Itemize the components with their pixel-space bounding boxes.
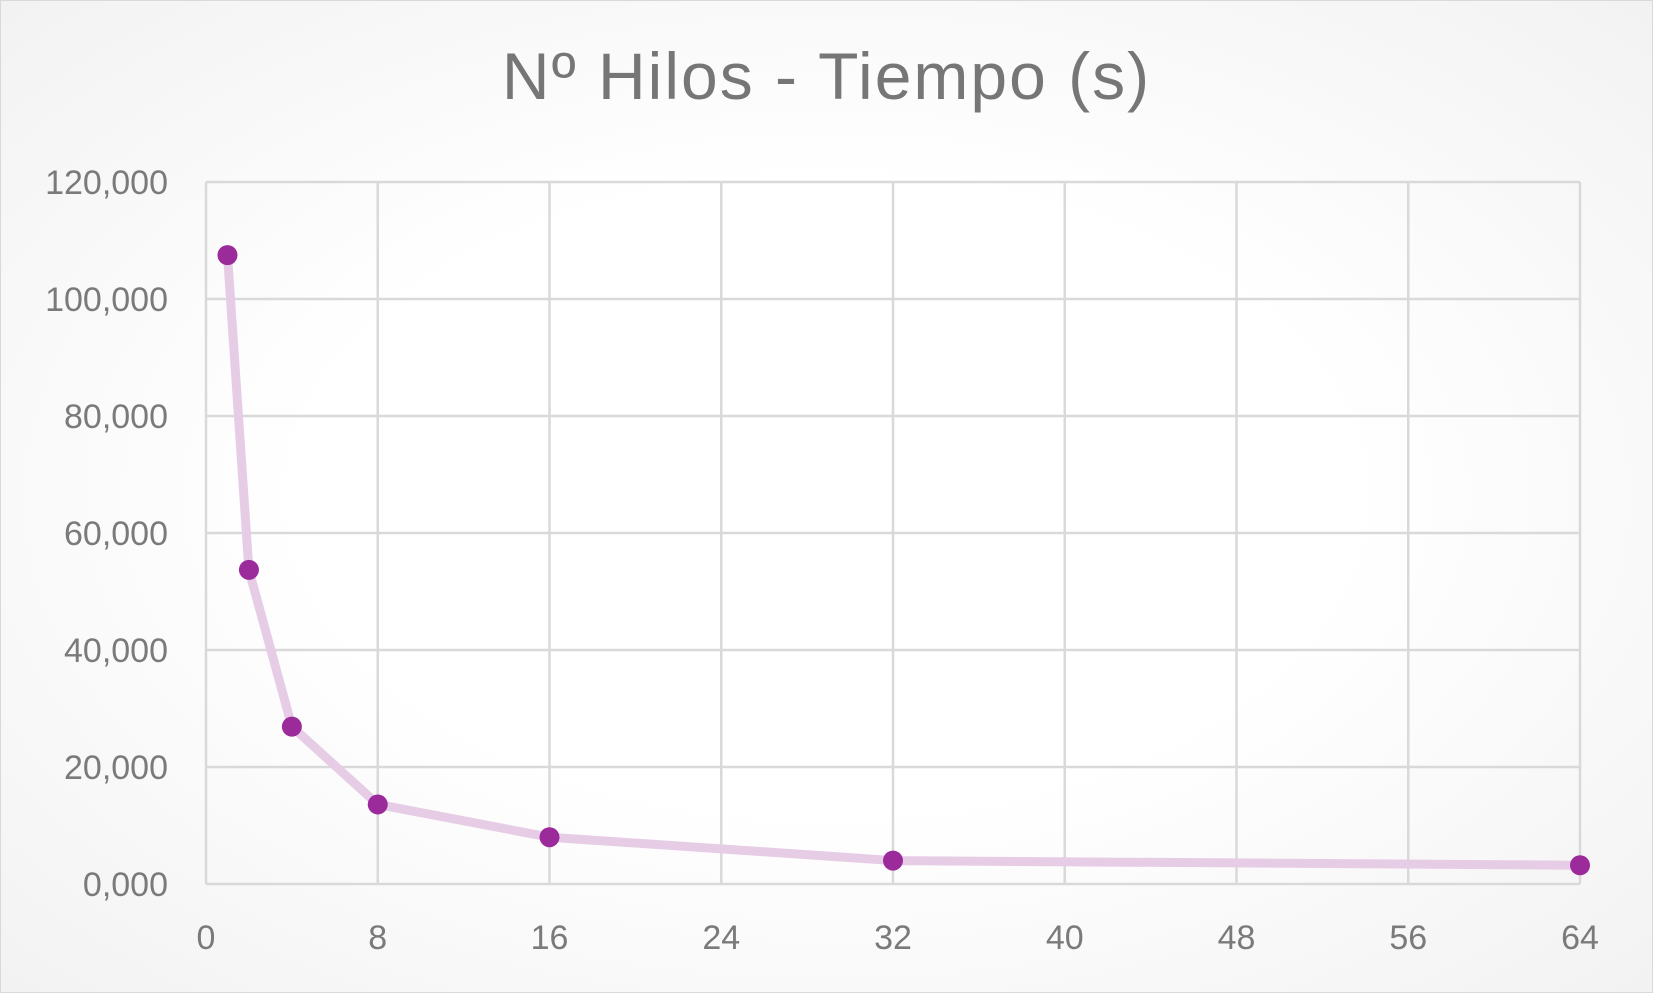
marker-layer bbox=[217, 245, 1590, 876]
x-tick-labels: 0 8 16 24 32 40 48 56 64 bbox=[197, 919, 1599, 957]
x-tick-label: 56 bbox=[1389, 919, 1427, 957]
y-tick-label: 40,000 bbox=[64, 632, 168, 670]
y-tick-label: 120,000 bbox=[45, 164, 168, 202]
y-tick-label: 80,000 bbox=[64, 398, 168, 436]
x-tick-label: 40 bbox=[1046, 919, 1084, 957]
series-line-layer bbox=[223, 250, 1585, 870]
x-tick-label: 64 bbox=[1561, 919, 1599, 957]
y-tick-labels: 0,000 20,000 40,000 60,000 80,000 100,000 120,… bbox=[45, 164, 168, 904]
x-tick-label: 8 bbox=[368, 919, 387, 957]
series-line bbox=[223, 250, 1585, 870]
y-tick-label: 60,000 bbox=[64, 515, 168, 553]
data-point bbox=[238, 559, 259, 580]
data-point bbox=[217, 245, 238, 266]
x-tick-label: 48 bbox=[1218, 919, 1256, 957]
x-tick-label: 0 bbox=[197, 919, 216, 957]
grid-layer bbox=[204, 180, 1582, 886]
x-tick-label: 16 bbox=[531, 919, 569, 957]
data-point bbox=[539, 827, 560, 848]
y-tick-label: 20,000 bbox=[64, 749, 168, 787]
y-tick-label: 100,000 bbox=[45, 281, 168, 319]
chart-title: Nº Hilos - Tiempo (s) bbox=[501, 39, 1152, 113]
data-point bbox=[1570, 855, 1590, 876]
x-tick-label: 32 bbox=[874, 919, 912, 957]
data-point bbox=[367, 794, 388, 815]
x-tick-label: 24 bbox=[702, 919, 740, 957]
data-point bbox=[883, 850, 903, 871]
data-point bbox=[281, 716, 302, 737]
y-tick-label: 0,000 bbox=[83, 866, 168, 904]
